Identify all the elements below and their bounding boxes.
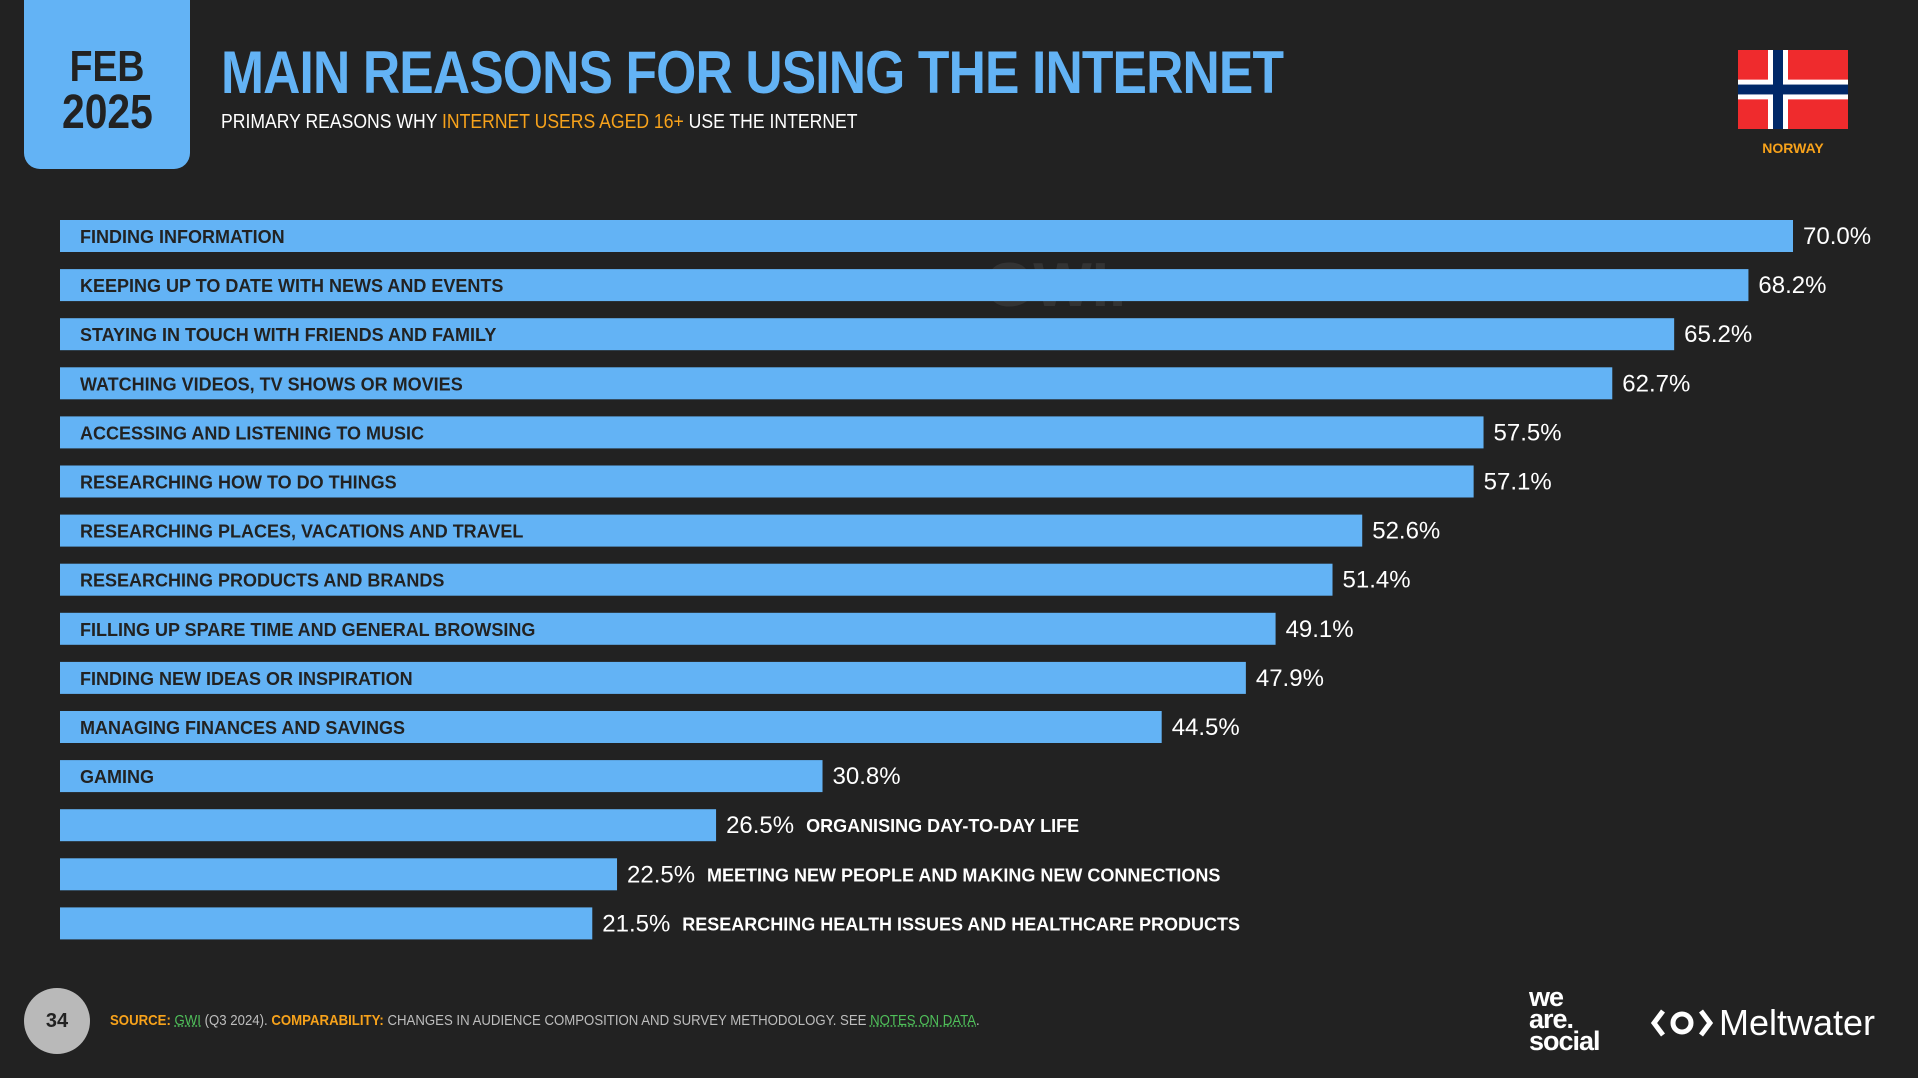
category-label: ORGANISING DAY-TO-DAY LIFE: [806, 816, 1079, 836]
page-number: 34: [24, 988, 90, 1054]
notes-on-data-link[interactable]: NOTES ON DATA: [870, 1012, 976, 1029]
category-label: MEETING NEW PEOPLE AND MAKING NEW CONNEC…: [707, 865, 1220, 885]
value-label: 68.2%: [1758, 272, 1826, 299]
bar: [60, 760, 823, 793]
category-label: WATCHING VIDEOS, TV SHOWS OR MOVIES: [80, 374, 463, 394]
source-link[interactable]: GWI: [174, 1012, 201, 1029]
bar: [60, 318, 1675, 351]
meltwater-text: Meltwater: [1719, 1002, 1876, 1043]
category-label: KEEPING UP TO DATE WITH NEWS AND EVENTS: [80, 276, 503, 296]
date-badge: FEB 2025: [24, 0, 190, 169]
value-label: 26.5%: [726, 812, 794, 839]
bar: [60, 809, 717, 842]
category-label: STAYING IN TOUCH WITH FRIENDS AND FAMILY: [80, 325, 496, 345]
value-label: 62.7%: [1622, 370, 1690, 397]
bar: [60, 465, 1474, 498]
value-label: 57.5%: [1494, 419, 1562, 446]
page-title: MAIN REASONS FOR USING THE INTERNET: [221, 39, 1284, 106]
bar: [60, 612, 1276, 645]
bar: [60, 661, 1246, 694]
source-label: SOURCE:: [110, 1012, 171, 1029]
category-label: FILLING UP SPARE TIME AND GENERAL BROWSI…: [80, 620, 535, 640]
value-label: 51.4%: [1343, 567, 1411, 594]
bar: [60, 907, 593, 940]
value-label: 70.0%: [1803, 223, 1871, 250]
category-label: MANAGING FINANCES AND SAVINGS: [80, 718, 405, 738]
bar: [60, 711, 1162, 743]
category-label: RESEARCHING PLACES, VACATIONS AND TRAVEL: [80, 522, 523, 542]
category-label: RESEARCHING HEALTH ISSUES AND HEALTHCARE…: [682, 914, 1240, 934]
bar: [60, 220, 1793, 252]
bar: [60, 367, 1613, 400]
value-label: 30.8%: [833, 763, 901, 790]
meltwater-mark-icon: [1651, 1009, 1713, 1037]
page-subtitle: PRIMARY REASONS WHY INTERNET USERS AGED …: [221, 111, 858, 134]
value-label: 65.2%: [1684, 321, 1752, 348]
value-label: 47.9%: [1256, 665, 1324, 692]
bar: [60, 858, 618, 891]
source-note: SOURCE: GWI (Q3 2024). COMPARABILITY: CH…: [110, 1012, 980, 1029]
category-label: FINDING INFORMATION: [80, 227, 285, 247]
comparability-text: CHANGES IN AUDIENCE COMPOSITION AND SURV…: [383, 1012, 871, 1029]
category-label: FINDING NEW IDEAS OR INSPIRATION: [80, 669, 413, 689]
subtitle-text-end: USE THE INTERNET: [683, 111, 858, 133]
norway-flag-icon: [1738, 50, 1848, 129]
date-year: 2025: [61, 85, 153, 139]
value-label: 52.6%: [1372, 518, 1440, 545]
category-label: RESEARCHING PRODUCTS AND BRANDS: [80, 571, 444, 591]
source-detail: (Q3 2024).: [200, 1012, 272, 1029]
comparability-label: COMPARABILITY:: [271, 1012, 384, 1029]
bar: [60, 563, 1333, 596]
country-label: NORWAY: [1762, 140, 1824, 156]
value-label: 21.5%: [602, 910, 670, 937]
category-label: RESEARCHING HOW TO DO THINGS: [80, 473, 397, 493]
value-label: 49.1%: [1286, 616, 1354, 643]
value-label: 44.5%: [1172, 714, 1240, 741]
subtitle-text: PRIMARY REASONS WHY: [221, 111, 443, 133]
value-label: 22.5%: [627, 861, 695, 888]
bar: [60, 269, 1749, 302]
bar: [60, 416, 1484, 449]
period: .: [975, 1012, 980, 1029]
category-label: GAMING: [80, 767, 154, 787]
subtitle-highlight: INTERNET USERS AGED 16+: [442, 111, 684, 133]
value-label: 57.1%: [1484, 469, 1552, 496]
meltwater-logo: Meltwater: [1651, 1002, 1875, 1044]
date-month: FEB: [69, 41, 145, 91]
we-are-social-logo: we are. social: [1529, 982, 1601, 1056]
bar: [60, 514, 1363, 547]
category-label: ACCESSING AND LISTENING TO MUSIC: [80, 423, 424, 443]
